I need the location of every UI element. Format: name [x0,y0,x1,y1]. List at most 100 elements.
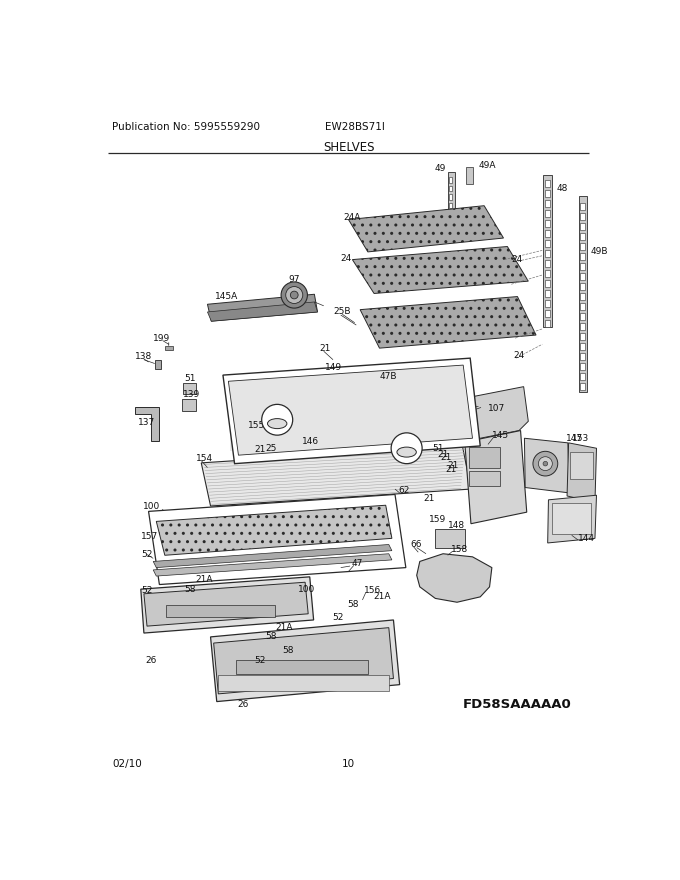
Text: 144: 144 [578,534,595,543]
Polygon shape [211,620,400,701]
Text: 149: 149 [325,363,342,372]
Polygon shape [547,495,596,543]
Text: 21: 21 [224,381,236,390]
Text: 51: 51 [432,444,443,452]
Bar [580,273,585,280]
Bar [469,447,500,468]
Text: 25B: 25B [333,307,350,317]
Ellipse shape [267,419,287,429]
Text: 58: 58 [265,633,276,642]
Circle shape [286,287,303,304]
Text: 158: 158 [451,545,468,554]
Polygon shape [464,386,528,438]
Ellipse shape [397,447,416,457]
Text: 156: 156 [364,586,381,595]
Text: 47B: 47B [379,372,397,381]
Circle shape [539,457,552,471]
Text: EW28BS71I: EW28BS71I [325,122,385,132]
Text: 155: 155 [248,422,265,430]
Bar [545,311,550,318]
Bar [218,676,389,691]
Bar [580,253,585,260]
Bar [184,383,196,393]
Text: Publication No: 5995559290: Publication No: 5995559290 [112,122,260,132]
Bar [545,231,550,238]
Bar [545,210,550,217]
Polygon shape [228,365,473,455]
Text: 26: 26 [237,700,248,709]
Text: 154: 154 [196,454,213,463]
Text: 145: 145 [492,430,509,440]
Polygon shape [135,407,158,441]
Text: 62: 62 [398,486,409,495]
Polygon shape [153,554,392,576]
Text: 24A: 24A [343,213,360,222]
Polygon shape [360,297,536,348]
Bar [580,232,585,239]
Text: 49B: 49B [590,247,608,256]
Text: 21: 21 [438,450,449,458]
Bar [580,312,585,319]
Bar [580,262,585,269]
Bar [545,190,550,197]
Bar [167,605,275,617]
Polygon shape [524,438,569,493]
Bar [182,399,196,411]
Bar [449,219,452,225]
Text: 21A: 21A [373,592,391,601]
Circle shape [281,282,307,308]
Text: 24: 24 [511,255,522,264]
Text: 146: 146 [302,436,319,446]
Text: 21: 21 [445,465,457,473]
Text: 97: 97 [288,275,300,284]
Text: 21: 21 [423,494,435,502]
Polygon shape [543,175,552,327]
Text: 10: 10 [342,759,355,769]
Polygon shape [579,196,588,392]
Bar [545,180,550,187]
Bar [580,223,585,230]
Bar [449,194,452,200]
Text: 48: 48 [557,184,568,194]
Bar [580,363,585,370]
Bar [580,243,585,250]
Polygon shape [464,430,527,524]
Text: 52: 52 [333,613,343,622]
Polygon shape [207,302,318,321]
Bar [449,228,452,233]
Text: 52: 52 [141,550,153,559]
Bar [580,213,585,219]
Text: 157: 157 [141,532,158,541]
Bar [545,240,550,247]
Bar [580,202,585,209]
Bar [545,300,550,307]
Text: 66: 66 [411,540,422,549]
Text: 148: 148 [447,521,465,530]
Bar [155,360,161,369]
Bar [580,293,585,299]
Text: 139: 139 [183,390,200,399]
Polygon shape [141,577,313,633]
Bar [466,167,473,184]
Bar [449,186,452,191]
Text: 52: 52 [254,656,265,664]
Text: 21: 21 [319,344,330,353]
Bar [580,373,585,380]
Bar [580,383,585,390]
Text: 137: 137 [137,418,155,428]
Polygon shape [348,206,503,252]
Bar [435,529,464,548]
Bar [165,346,173,350]
Text: 100: 100 [143,502,160,510]
Text: 24: 24 [513,351,525,360]
Bar [580,333,585,340]
Text: FD58SAAAAA0: FD58SAAAAA0 [463,698,572,711]
Text: 51: 51 [184,375,196,384]
Text: 21: 21 [441,453,452,462]
Text: 49A: 49A [479,161,496,170]
Text: 21: 21 [254,445,265,454]
Circle shape [262,405,292,435]
Text: 21A: 21A [195,575,213,583]
Polygon shape [223,358,480,464]
Text: 145A: 145A [215,292,239,301]
